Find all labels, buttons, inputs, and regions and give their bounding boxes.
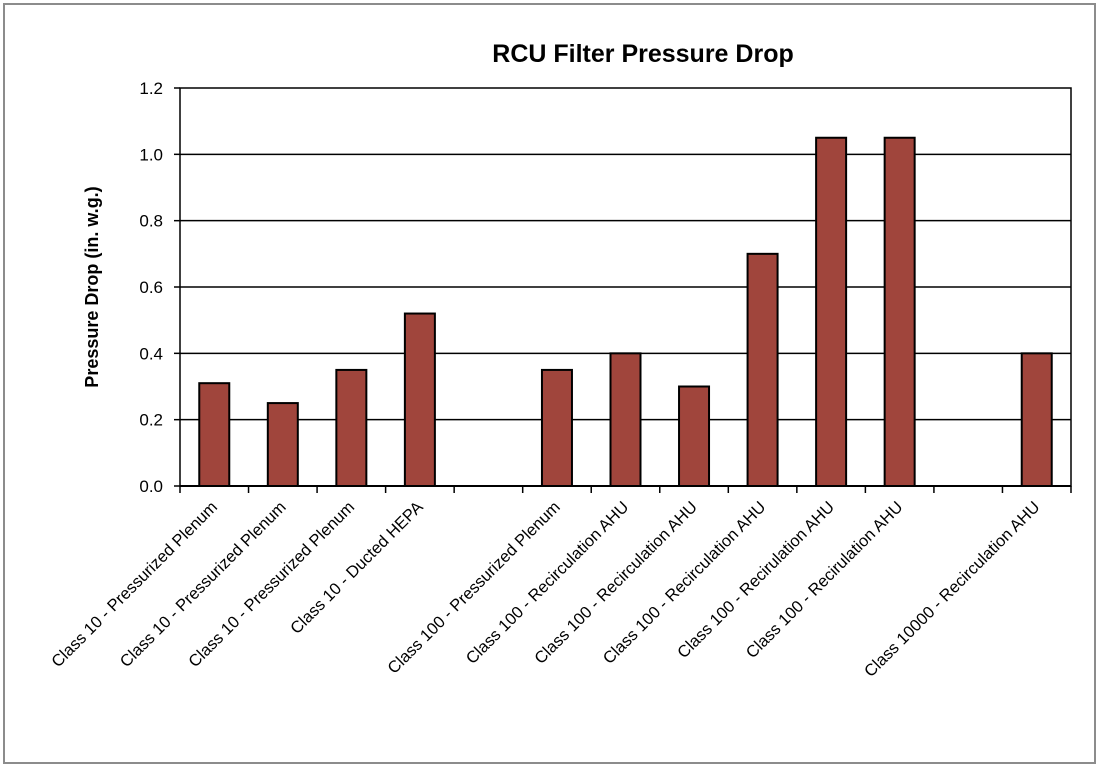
y-tick-label: 0.2 xyxy=(139,411,163,430)
y-tick-label: 1.0 xyxy=(139,145,163,164)
bar xyxy=(883,136,916,487)
bar xyxy=(403,312,436,487)
bar-chart: RCU Filter Pressure Drop Pressure Drop (… xyxy=(48,40,1072,681)
y-tick-label: 0.8 xyxy=(139,212,163,231)
bar xyxy=(609,352,642,488)
y-axis-label: Pressure Drop (in. w.g.) xyxy=(82,186,102,387)
bar xyxy=(540,368,573,487)
bar xyxy=(1020,352,1053,488)
bar xyxy=(335,368,368,487)
bar xyxy=(746,252,779,487)
bar xyxy=(815,136,848,487)
y-tick-label: 0.6 xyxy=(139,278,163,297)
y-tick-label: 0.0 xyxy=(139,477,163,496)
bar xyxy=(266,402,299,488)
bar xyxy=(678,385,711,487)
x-category-label: Class 10 - Ducted HEPA xyxy=(287,498,427,638)
y-tick-label: 1.2 xyxy=(139,79,163,98)
chart-title: RCU Filter Pressure Drop xyxy=(492,40,793,68)
chart-frame: RCU Filter Pressure Drop Pressure Drop (… xyxy=(3,3,1096,764)
bar xyxy=(198,382,231,487)
y-tick-label: 0.4 xyxy=(139,344,163,363)
